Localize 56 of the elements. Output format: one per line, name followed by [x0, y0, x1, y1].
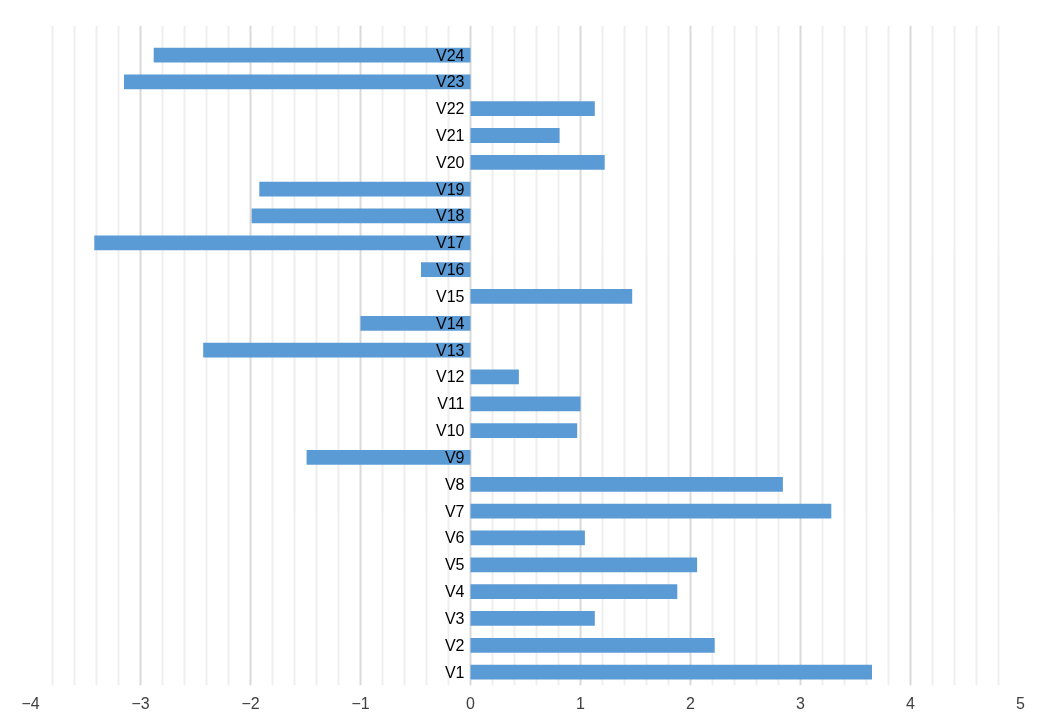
y-tick-label: V14 — [436, 314, 465, 332]
y-tick-label: V10 — [436, 422, 465, 440]
bar — [94, 235, 471, 251]
y-tick-label: V11 — [437, 395, 465, 413]
y-tick-label: V2 — [444, 636, 465, 654]
bar — [124, 74, 471, 90]
x-tick-label: 4 — [906, 694, 916, 712]
y-tick-label: V17 — [436, 234, 465, 252]
y-tick-label: V13 — [436, 341, 465, 359]
y-tick-label: V22 — [436, 100, 465, 118]
x-tick-label: −1 — [351, 694, 370, 712]
bar — [470, 101, 595, 117]
bar — [203, 342, 471, 358]
y-tick-label: V1 — [444, 663, 465, 681]
y-tick-label: V21 — [436, 127, 465, 144]
bar — [470, 423, 578, 438]
y-tick-label: V3 — [444, 609, 465, 627]
x-tick-label: 2 — [686, 694, 696, 712]
y-tick-label: V5 — [444, 556, 465, 574]
y-tick-label: V24 — [436, 46, 465, 64]
x-tick-label: 0 — [466, 694, 476, 712]
bar — [259, 181, 471, 197]
bar — [306, 450, 471, 465]
bar — [153, 47, 471, 63]
y-tick-label: V4 — [444, 583, 465, 601]
bar — [470, 503, 832, 519]
y-tick-label: V7 — [444, 502, 465, 520]
y-tick-label: V20 — [436, 153, 465, 171]
bar — [470, 154, 605, 170]
bar — [470, 476, 783, 492]
y-tick-label: V18 — [436, 207, 465, 225]
bar — [470, 584, 678, 599]
y-tick-label: V9 — [444, 448, 465, 466]
x-tick-label: 3 — [796, 694, 806, 712]
y-tick-label: V19 — [436, 180, 465, 198]
bar — [470, 128, 560, 143]
bar — [470, 664, 872, 680]
x-tick-label: 1 — [576, 694, 586, 712]
y-tick-label: V16 — [436, 261, 465, 279]
bar — [470, 637, 715, 653]
y-tick-label: V6 — [444, 529, 465, 547]
bar — [470, 289, 633, 304]
bar — [470, 369, 519, 385]
y-tick-label: V15 — [436, 287, 465, 305]
bar — [470, 557, 698, 573]
bar — [470, 611, 595, 626]
x-tick-label: −3 — [131, 694, 150, 712]
x-tick-label: 5 — [1016, 694, 1026, 712]
bar — [360, 315, 471, 331]
y-tick-label: V12 — [436, 368, 465, 386]
y-tick-label: V8 — [444, 475, 465, 493]
bar — [470, 530, 585, 546]
bar — [470, 396, 581, 412]
x-tick-label: −4 — [21, 694, 40, 712]
x-tick-label: −2 — [241, 694, 260, 712]
y-tick-label: V23 — [436, 73, 465, 91]
